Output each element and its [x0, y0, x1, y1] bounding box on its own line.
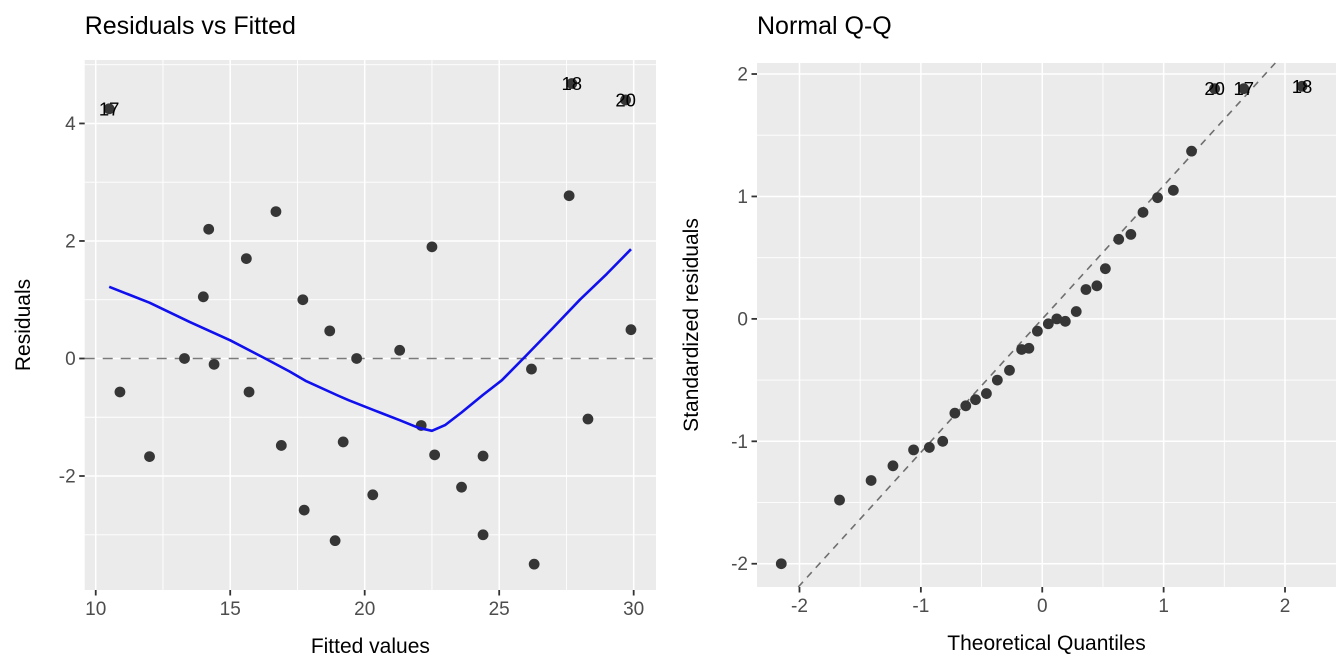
- y-tick-label: 2: [737, 65, 748, 86]
- data-point: [394, 345, 405, 356]
- data-point: [564, 190, 575, 201]
- x-tick-label: 0: [1037, 596, 1048, 617]
- data-point: [1004, 365, 1015, 376]
- y-axis-title: Residuals: [12, 279, 35, 371]
- x-tick-label: 30: [623, 599, 644, 620]
- y-tick-label: 4: [65, 114, 76, 135]
- data-point: [276, 440, 287, 451]
- x-tick-label: 10: [85, 599, 106, 620]
- data-point: [529, 559, 540, 570]
- data-point: [1100, 263, 1111, 274]
- residuals-vs-fitted-plot: 17 18 20 10 15 20 25 30 -2 0 2 4 Fitted values Residu…: [0, 0, 672, 672]
- data-point: [1091, 280, 1102, 291]
- diagnostic-plots-figure: 1718201015202530-2024Fitted valuesResidu…: [0, 0, 1344, 672]
- data-point: [427, 241, 438, 252]
- y-tick-label: 1: [737, 187, 748, 208]
- data-point: [338, 437, 349, 448]
- residuals-vs-fitted-chart: 17 18 20 10 15 20 25 30 -2 0 2 4 Fitted values Residu…: [0, 0, 672, 672]
- normal-qq-chart: 20 17 18 -2 -1 0 1 2 -2 -1 0 1 2 Theoretical Quantile…: [672, 0, 1344, 672]
- data-point: [367, 489, 378, 500]
- data-point: [908, 444, 919, 455]
- data-point: [1186, 146, 1197, 157]
- data-point: [866, 475, 877, 486]
- data-point: [960, 400, 971, 411]
- y-axis-title: Standardized residuals: [680, 218, 703, 432]
- data-point: [244, 387, 255, 398]
- data-point: [198, 291, 209, 302]
- outlier-label: 18: [562, 73, 583, 94]
- data-point: [299, 505, 310, 516]
- x-tick-label: -2: [791, 596, 808, 617]
- y-tick-label: 0: [65, 349, 76, 370]
- outlier-label: 17: [99, 98, 120, 119]
- x-tick-label: 20: [354, 599, 375, 620]
- data-point: [297, 294, 308, 305]
- data-point: [1152, 192, 1163, 203]
- outlier-label: 20: [1204, 78, 1225, 99]
- data-point: [144, 451, 155, 462]
- data-point: [351, 353, 362, 364]
- x-axis-title: Theoretical Quantiles: [947, 632, 1145, 655]
- data-point: [478, 451, 489, 462]
- data-point: [330, 535, 341, 546]
- y-tick-label: -2: [59, 467, 76, 488]
- data-point: [1081, 284, 1092, 295]
- x-tick-label: 2: [1280, 596, 1291, 617]
- data-point: [429, 449, 440, 460]
- data-point: [937, 436, 948, 447]
- data-point: [209, 359, 220, 370]
- data-point: [992, 375, 1003, 386]
- data-point: [203, 224, 214, 235]
- outlier-label: 18: [1292, 76, 1313, 97]
- x-tick-label: 25: [489, 599, 510, 620]
- x-tick-label: 1: [1158, 596, 1169, 617]
- normal-qq-plot: 20 17 18 -2 -1 0 1 2 -2 -1 0 1 2 Theoretical Quantile…: [672, 0, 1344, 672]
- data-point: [115, 387, 126, 398]
- data-point: [834, 495, 845, 506]
- x-axis-title: Fitted values: [311, 635, 430, 658]
- data-point: [179, 353, 190, 364]
- data-point: [1060, 316, 1071, 327]
- data-point: [1032, 326, 1043, 337]
- data-point: [776, 558, 787, 569]
- data-point: [583, 414, 594, 425]
- data-point: [888, 460, 899, 471]
- y-tick-label: -1: [731, 432, 748, 453]
- chart-title: Residuals vs Fitted: [85, 12, 296, 40]
- y-tick-label: 0: [737, 309, 748, 330]
- data-point: [1071, 306, 1082, 317]
- data-point: [981, 388, 992, 399]
- panel-background: [85, 60, 656, 590]
- x-tick-label: -1: [912, 596, 929, 617]
- data-point: [626, 324, 637, 335]
- data-point: [1138, 207, 1149, 218]
- data-point: [1168, 185, 1179, 196]
- data-point: [478, 529, 489, 540]
- data-point: [1113, 234, 1124, 245]
- data-point: [271, 206, 282, 217]
- chart-title: Normal Q-Q: [757, 12, 892, 40]
- data-point: [241, 253, 252, 264]
- data-point: [949, 408, 960, 419]
- data-point: [970, 394, 981, 405]
- data-point: [1023, 343, 1034, 354]
- data-point: [456, 482, 467, 493]
- x-tick-label: 15: [220, 599, 241, 620]
- y-tick-label: 2: [65, 231, 76, 252]
- data-point: [324, 325, 335, 336]
- data-point: [1125, 229, 1136, 240]
- outlier-label: 20: [615, 89, 636, 110]
- outlier-label: 17: [1233, 78, 1254, 99]
- data-point: [924, 442, 935, 453]
- data-point: [526, 364, 537, 375]
- y-tick-label: -2: [731, 554, 748, 575]
